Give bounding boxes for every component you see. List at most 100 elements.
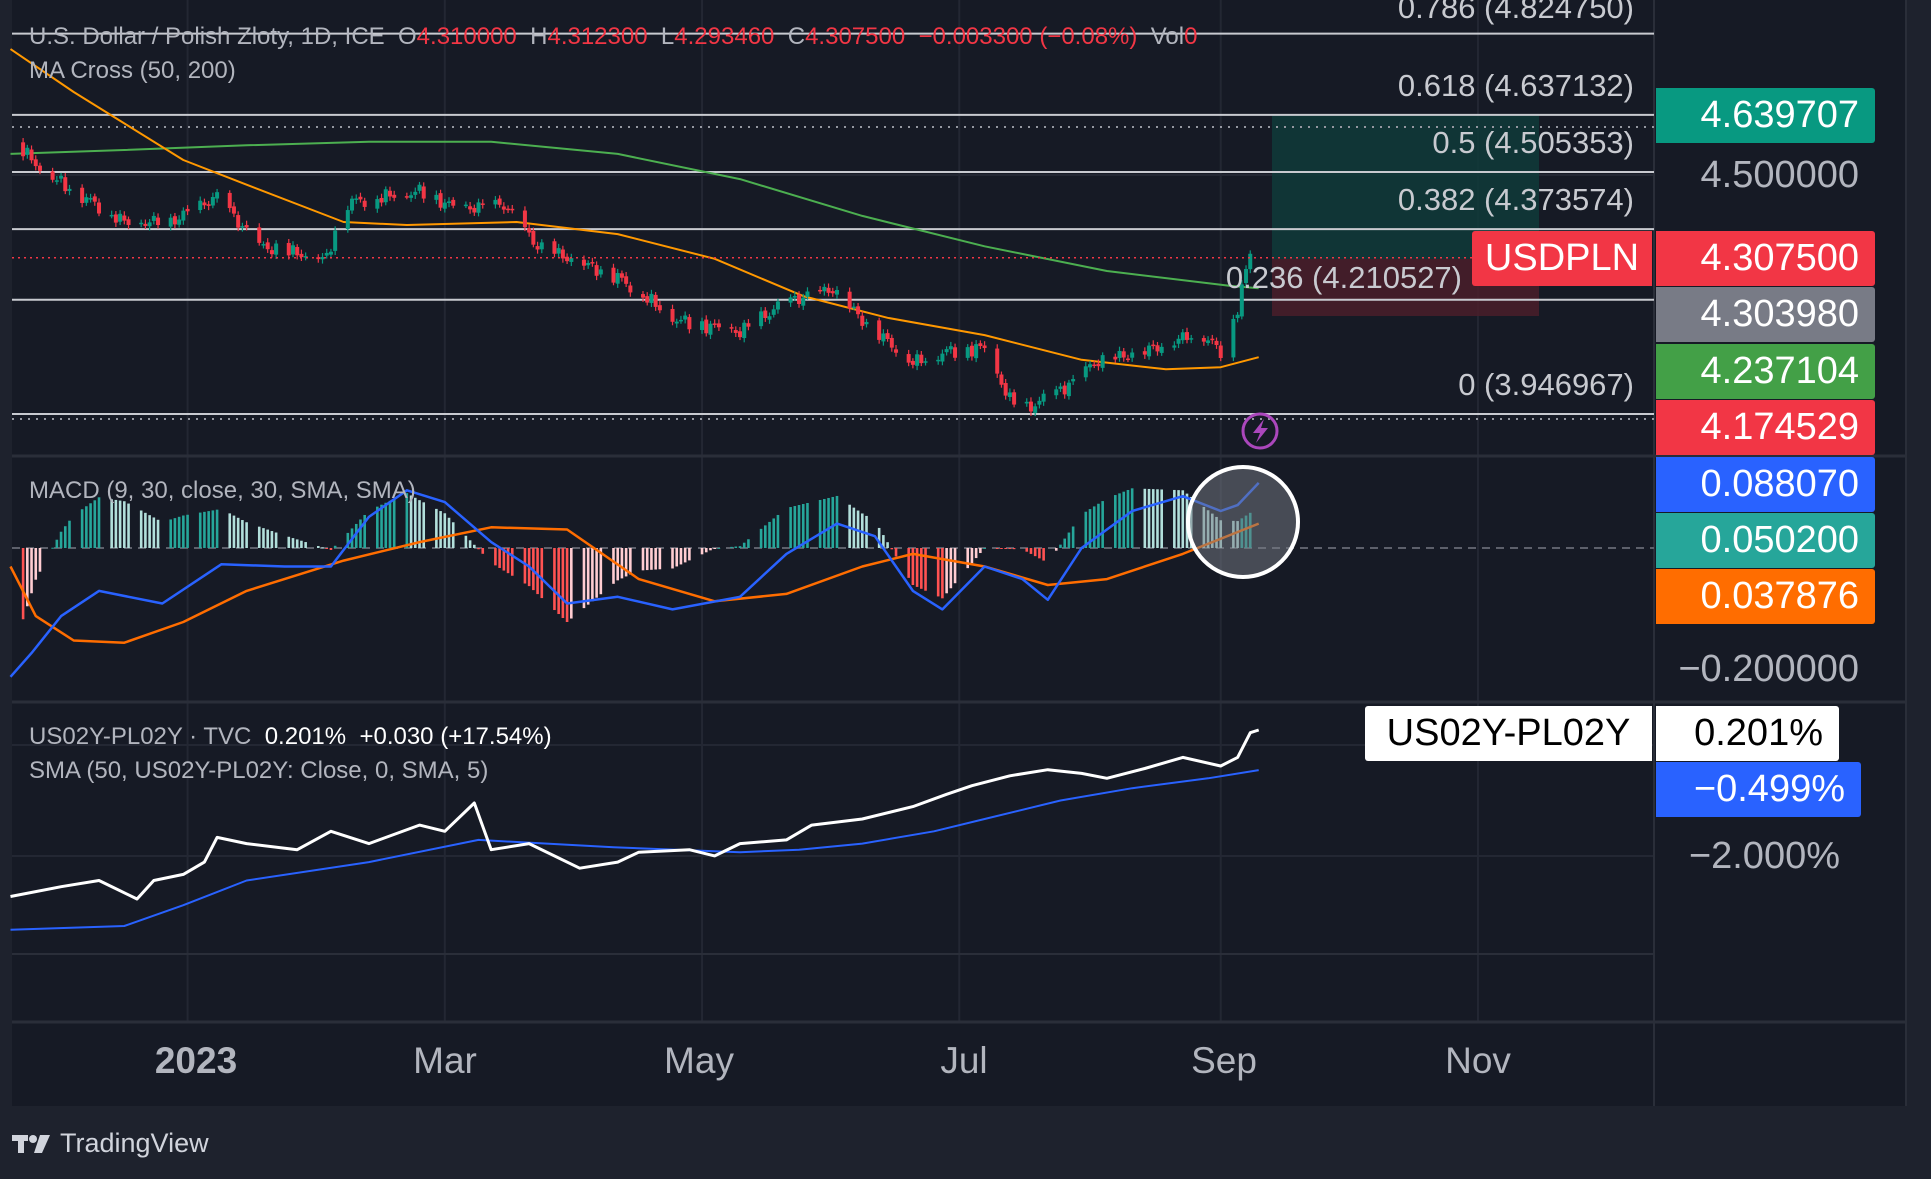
histogram-bar [852,507,856,548]
candle-body [227,192,232,209]
candle-body [387,190,392,197]
candle-body [834,289,839,295]
highlight-circle-annotation[interactable] [1186,465,1300,579]
candle-body [1218,345,1223,358]
candle-body [948,346,953,350]
candle-body [759,311,764,327]
histogram-bar [1038,548,1041,559]
candle-body [649,293,654,303]
fibonacci-retracement[interactable] [12,32,1654,415]
histogram-bar [953,548,957,584]
ma-cross-legend[interactable]: MA Cross (50, 200) [29,57,236,84]
histogram-bar [717,547,721,549]
macd-legend[interactable]: MACD (9, 30, close, 30, SMA, SMA) [29,477,416,504]
histogram-bar [911,548,915,585]
candle-body [936,359,941,362]
histogram-bar [266,529,269,548]
candle-body [379,197,384,203]
histogram-bar [422,502,426,548]
histogram-bar [772,518,776,548]
candle-body [1201,338,1206,342]
candle-body [375,199,380,209]
histogram-bar [1029,548,1033,554]
histogram-bar [1067,532,1071,548]
candle-body [25,147,30,155]
histogram-bar [392,498,396,548]
histogram-bar [443,513,447,548]
change-value: −0.003300 (−0.08%) [918,23,1138,50]
candle-body [1142,351,1147,355]
target-price-tag: 4.639707 [1656,88,1875,143]
histogram-bar [295,539,299,548]
candle-body [506,208,511,211]
histogram-bar [1088,509,1092,548]
histogram-bar [700,548,704,555]
histogram-bar [97,497,101,548]
volume-label: Vol [1150,23,1185,50]
fib-level-label: 0 (3.946967) [1458,367,1634,402]
symbol-legend[interactable]: U.S. Dollar / Polish Zloty, 1D, ICE O4.3… [29,23,1197,51]
histogram-bar [329,548,333,550]
candle-body [856,306,861,315]
candle-body [451,199,456,206]
histogram-bar [671,548,674,569]
macd-signal-line [9,522,1260,644]
histogram-bar [683,548,687,563]
spread-line [10,728,1260,901]
ma50-path [9,48,1259,371]
candle-body [143,223,148,226]
candle-body [320,257,325,260]
histogram-bar [498,548,501,568]
candle-body [147,222,152,227]
candle-body [434,194,439,200]
histogram-bar [1000,548,1003,549]
candle-body [328,251,333,255]
candle-body [830,291,835,294]
candle-body [1007,392,1012,398]
spread-legend[interactable]: US02Y-PL02Y · TVC 0.201% +0.030 (+17.54%… [29,723,552,751]
candle-body [624,276,629,284]
candle-body [409,195,414,198]
candle-body [678,319,683,322]
candle-body [965,347,970,358]
lightning-icon[interactable] [1241,412,1279,450]
candle-body [333,230,338,251]
tradingview-branding[interactable]: TradingView [12,1128,209,1159]
candle-body [156,217,161,226]
candle-body [447,201,452,203]
candle-body [1159,346,1164,353]
spread-change: +0.030 (+17.54%) [359,723,552,750]
candle-body [978,343,983,347]
candle-body [350,198,355,211]
sma-legend[interactable]: SMA (50, US02Y-PL02Y: Close, 0, SMA, 5) [29,757,489,784]
candle-body [1117,350,1122,358]
histogram-bar [257,526,261,548]
candle-body [97,202,102,214]
candle-body [1214,340,1219,346]
histogram-bar [894,548,898,557]
candle-body [1054,389,1059,396]
candle-body [392,194,397,198]
histogram-bar [827,497,830,548]
candle-body [236,215,241,228]
histogram-bar [823,498,826,548]
candle-body [906,354,911,363]
candle-body [88,198,93,200]
histogram-bar [1063,538,1067,548]
candle-body [729,327,734,329]
candle-body [1033,406,1038,413]
candle-body [421,186,426,199]
histogram-bar [995,548,999,549]
candle-body [206,204,211,206]
histogram-bar [502,548,506,571]
symbol-tag: USDPLN [1472,231,1652,286]
histogram-bar [1126,489,1130,548]
histogram-bar [114,499,118,548]
candle-body [594,265,599,276]
candle-body [269,250,274,255]
candle-body [771,309,776,315]
candle-body [915,354,920,366]
histogram-bar [409,495,413,548]
volume-value: 0 [1184,23,1198,50]
